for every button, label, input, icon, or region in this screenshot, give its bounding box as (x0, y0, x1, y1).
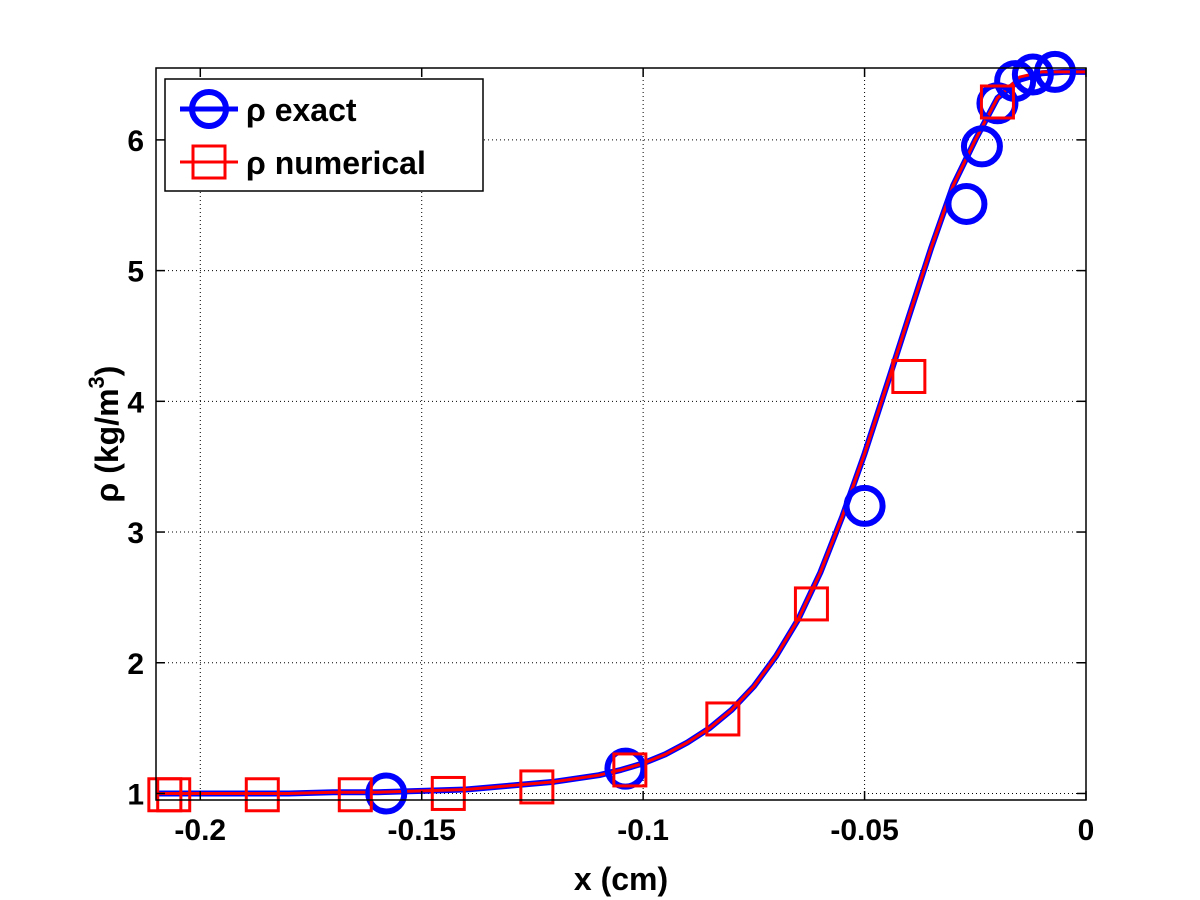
legend-numerical-marker (191, 144, 227, 180)
exact-marker (843, 484, 886, 527)
numerical-marker (337, 777, 373, 813)
exact-marker (945, 182, 988, 225)
numerical-marker (793, 586, 829, 622)
numerical-marker (244, 777, 280, 813)
x-tick-label: -0.2 (174, 814, 226, 847)
y-tick-label: 4 (127, 386, 144, 419)
exact-marker (1011, 53, 1054, 96)
x-tick-label: 0 (1078, 814, 1095, 847)
x-tick-label: -0.15 (388, 814, 456, 847)
axis-ticks (156, 68, 1087, 800)
legend-exact-marker (189, 89, 229, 129)
legend: ρ exact ρ numerical (164, 78, 484, 192)
y-tick-label: 3 (127, 517, 144, 550)
tick-labels: -0.2 -0.15 -0.1 -0.05 0 1 2 3 4 5 6 (127, 125, 1094, 847)
y-tick-label: 1 (127, 778, 144, 811)
x-tick-label: -0.05 (830, 814, 898, 847)
legend-exact-label: ρ exact (246, 92, 357, 128)
exact-marker (994, 60, 1037, 103)
exact-marker (960, 125, 1003, 168)
exact-marker (1034, 50, 1076, 93)
y-tick-label: 2 (127, 648, 144, 681)
y-axis-label: ρ (kg/m3) (84, 366, 125, 503)
legend-numerical-label: ρ numerical (246, 145, 426, 181)
x-tick-label: -0.1 (617, 814, 669, 847)
y-axis-label-superscript: 3 (84, 376, 109, 388)
grid-lines (156, 68, 1087, 800)
numerical-marker (979, 84, 1015, 120)
numerical-marker (430, 775, 466, 811)
numerical-marker (705, 701, 741, 737)
numerical-marker (891, 358, 927, 394)
exact-marker (365, 772, 408, 815)
series-markers (147, 50, 1076, 815)
y-tick-label: 5 (127, 256, 144, 289)
x-axis-label: x (cm) (574, 861, 668, 897)
plot-frame (155, 67, 1087, 801)
numerical-marker (519, 769, 555, 805)
y-tick-label: 6 (127, 125, 144, 158)
numerical-marker (612, 752, 648, 788)
y-axis-label-close: ) (89, 366, 125, 377)
numerical-marker (156, 777, 192, 813)
y-axis-label-main: ρ (kg/m (89, 388, 125, 502)
